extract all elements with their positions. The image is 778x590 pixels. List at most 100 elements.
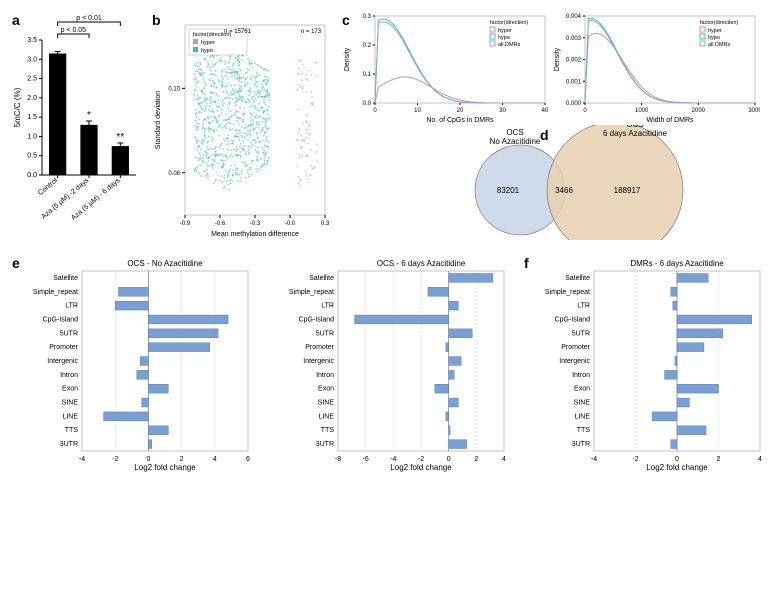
panel-e-right: -8-6-4-2024SatelliteSimple_repeatLTRCpG-… — [266, 253, 512, 473]
svg-text:OCS - 6 days Azacitidine: OCS - 6 days Azacitidine — [377, 259, 466, 268]
svg-text:0.002: 0.002 — [566, 58, 582, 64]
svg-text:10: 10 — [414, 108, 421, 114]
svg-text:Log2 fold change: Log2 fold change — [646, 463, 708, 472]
panel-f-label: f — [524, 255, 529, 271]
svg-text:Exon: Exon — [318, 386, 334, 393]
svg-text:3000: 3000 — [748, 108, 760, 114]
svg-text:0.10: 0.10 — [168, 86, 180, 92]
svg-text:Intron: Intron — [572, 372, 590, 379]
svg-text:0.5: 0.5 — [27, 153, 37, 160]
svg-text:hyper: hyper — [708, 28, 722, 34]
svg-text:Simple_repeat: Simple_repeat — [289, 289, 334, 296]
panel-cd: c 0102030400.00.10.20.3No. of CpGs in DM… — [340, 10, 768, 240]
svg-text:factor(direction): factor(direction) — [490, 20, 528, 26]
svg-text:3UTR: 3UTR — [572, 441, 590, 448]
svg-text:-2: -2 — [418, 456, 424, 463]
svg-text:OCS - No Azacitidine: OCS - No Azacitidine — [127, 259, 203, 268]
svg-text:-4: -4 — [79, 456, 85, 463]
svg-text:No. of CpGs in DMRs: No. of CpGs in DMRs — [426, 117, 494, 124]
svg-text:OCS: OCS — [506, 128, 523, 137]
svg-text:TTS: TTS — [321, 427, 335, 434]
svg-text:LINE: LINE — [62, 413, 78, 420]
svg-text:all.DMRs: all.DMRs — [708, 42, 731, 48]
svg-text:40: 40 — [542, 108, 549, 114]
svg-text:2.5: 2.5 — [27, 76, 37, 83]
svg-text:0.3: 0.3 — [321, 221, 330, 227]
svg-text:-2: -2 — [112, 456, 118, 463]
svg-text:1.0: 1.0 — [27, 133, 37, 140]
svg-text:0: 0 — [583, 108, 587, 114]
svg-text:n = 173: n = 173 — [301, 29, 322, 35]
svg-text:Intergenic: Intergenic — [47, 358, 78, 365]
svg-text:4: 4 — [758, 456, 762, 463]
svg-text:0.003: 0.003 — [566, 36, 582, 42]
svg-text:SINE: SINE — [318, 400, 335, 407]
svg-text:n = 15761: n = 15761 — [224, 29, 252, 35]
svg-text:3466: 3466 — [555, 186, 573, 195]
svg-text:LINE: LINE — [574, 413, 590, 420]
svg-text:6 days Azacitidine: 6 days Azacitidine — [603, 129, 668, 138]
panel-a-label: a — [12, 12, 20, 28]
svg-text:Promoter: Promoter — [49, 344, 78, 351]
svg-text:LINE: LINE — [318, 413, 334, 420]
svg-text:4: 4 — [502, 456, 506, 463]
svg-text:-0.6: -0.6 — [215, 221, 226, 227]
svg-text:LTR: LTR — [577, 303, 590, 310]
svg-text:SINE: SINE — [62, 400, 79, 407]
svg-text:Control: Control — [37, 177, 59, 197]
svg-text:0.0: 0.0 — [27, 172, 37, 179]
svg-text:3UTR: 3UTR — [60, 441, 78, 448]
svg-text:Intergenic: Intergenic — [303, 358, 334, 365]
svg-text:20: 20 — [457, 108, 464, 114]
svg-text:CpG-Island: CpG-Island — [555, 316, 591, 323]
svg-text:0: 0 — [447, 456, 451, 463]
svg-text:2: 2 — [474, 456, 478, 463]
svg-text:-4: -4 — [390, 456, 396, 463]
panel-d-label: d — [540, 127, 549, 143]
svg-text:**: ** — [116, 132, 124, 143]
panel-c-label: c — [342, 12, 350, 28]
svg-text:0.000: 0.000 — [566, 101, 582, 107]
svg-text:3.5: 3.5 — [27, 37, 37, 44]
svg-text:2.0: 2.0 — [27, 95, 37, 102]
svg-text:2000: 2000 — [692, 108, 706, 114]
svg-text:30: 30 — [499, 108, 506, 114]
svg-text:Exon: Exon — [62, 386, 78, 393]
svg-text:-0.0: -0.0 — [285, 221, 296, 227]
svg-text:DMRs - 6 days Azacitidine: DMRs - 6 days Azacitidine — [630, 259, 724, 268]
svg-text:0: 0 — [146, 456, 150, 463]
svg-text:0: 0 — [373, 108, 377, 114]
svg-text:p < 0.01: p < 0.01 — [76, 15, 102, 22]
svg-text:3.0: 3.0 — [27, 56, 37, 63]
svg-text:factor(direction): factor(direction) — [700, 20, 738, 26]
svg-text:LTR: LTR — [321, 303, 334, 310]
svg-text:2: 2 — [180, 456, 184, 463]
svg-text:Simple_repeat: Simple_repeat — [33, 289, 78, 296]
svg-text:Simple_repeat: Simple_repeat — [545, 289, 590, 296]
svg-text:1000: 1000 — [635, 108, 649, 114]
svg-text:-8: -8 — [335, 456, 341, 463]
svg-text:LTR: LTR — [65, 303, 78, 310]
svg-text:83201: 83201 — [497, 186, 520, 195]
panel-a: a 0.00.51.01.52.02.53.03.55mC/C (%)Contr… — [10, 10, 140, 240]
svg-text:0.0: 0.0 — [363, 101, 372, 107]
panel-b-label: b — [152, 12, 161, 28]
svg-text:hypo: hypo — [498, 35, 510, 41]
svg-text:*: * — [87, 110, 91, 121]
panel-e-label: e — [12, 255, 20, 271]
svg-text:5mC/C (%): 5mC/C (%) — [13, 87, 22, 127]
svg-text:-2: -2 — [632, 456, 638, 463]
svg-text:Exon: Exon — [574, 386, 590, 393]
svg-text:Mean methylation difference: Mean methylation difference — [211, 231, 299, 238]
svg-text:hyper: hyper — [498, 28, 512, 34]
svg-text:SINE: SINE — [574, 400, 591, 407]
svg-text:Intron: Intron — [316, 372, 334, 379]
row-ef: e -4-20246SatelliteSimple_repeatLTRCpG-I… — [10, 253, 768, 473]
svg-text:Satellite: Satellite — [309, 275, 334, 282]
svg-text:0.08: 0.08 — [168, 171, 180, 177]
svg-text:Satellite: Satellite — [53, 275, 78, 282]
svg-text:Intron: Intron — [60, 372, 78, 379]
svg-text:Log2 fold change: Log2 fold change — [134, 463, 196, 472]
svg-text:hypo: hypo — [708, 35, 720, 41]
svg-text:2: 2 — [717, 456, 721, 463]
